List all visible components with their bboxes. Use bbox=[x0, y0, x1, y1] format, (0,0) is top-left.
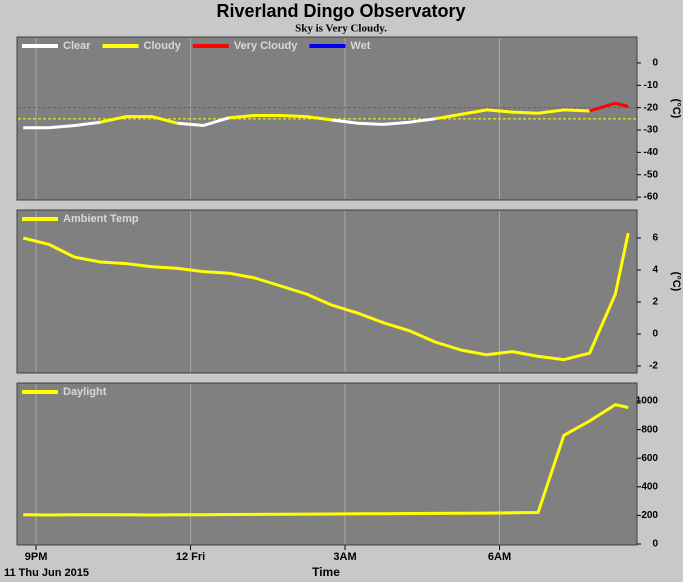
y-tick-label: -40 bbox=[644, 147, 659, 158]
legend-label: Cloudy bbox=[144, 40, 182, 52]
y-tick-label: 0 bbox=[652, 58, 658, 69]
series-line bbox=[23, 403, 629, 517]
y-tick-label: 0 bbox=[652, 539, 658, 550]
y-tick-label: -60 bbox=[644, 192, 659, 203]
y-tick-label: -30 bbox=[644, 125, 659, 136]
y-axis-label: (°C) bbox=[670, 272, 682, 292]
x-tick-label: 3AM bbox=[333, 551, 356, 563]
series-line bbox=[589, 101, 629, 113]
plot-area bbox=[16, 209, 638, 374]
legend-label: Very Cloudy bbox=[234, 40, 298, 52]
date-label: 11 Thu Jun 2015 bbox=[4, 567, 89, 579]
y-tick-label: 0 bbox=[652, 329, 658, 340]
y-tick-label: 800 bbox=[641, 424, 658, 435]
y-tick-label: 1000 bbox=[636, 396, 659, 407]
x-tick-label: 12 Fri bbox=[176, 551, 205, 563]
series-line bbox=[100, 108, 590, 125]
legend-label: Wet bbox=[350, 40, 370, 52]
y-tick-label: 4 bbox=[652, 265, 658, 276]
y-tick-label: 6 bbox=[652, 233, 658, 244]
title: Riverland Dingo Observatory bbox=[216, 1, 465, 21]
y-tick-label: 2 bbox=[652, 297, 658, 308]
plot-area bbox=[16, 382, 638, 546]
y-tick-label: 600 bbox=[641, 453, 658, 464]
x-tick-label: 6AM bbox=[488, 551, 511, 563]
y-axis-label: (°C) bbox=[670, 99, 682, 119]
y-tick-label: -50 bbox=[644, 169, 659, 180]
y-tick-label: 200 bbox=[641, 510, 658, 521]
legend-label: Ambient Temp bbox=[63, 213, 139, 225]
subtitle: Sky is Very Cloudy. bbox=[295, 23, 387, 35]
legend-label: Daylight bbox=[63, 386, 107, 398]
y-tick-label: 400 bbox=[641, 481, 658, 492]
y-tick-label: -20 bbox=[644, 102, 659, 113]
y-tick-label: -2 bbox=[649, 361, 658, 372]
series-line bbox=[22, 232, 630, 362]
legend-label: Clear bbox=[63, 40, 91, 52]
series-line bbox=[23, 116, 436, 130]
x-axis-label: Time bbox=[312, 565, 340, 579]
x-tick-label: 9PM bbox=[25, 551, 48, 563]
y-tick-label: -10 bbox=[644, 80, 659, 91]
